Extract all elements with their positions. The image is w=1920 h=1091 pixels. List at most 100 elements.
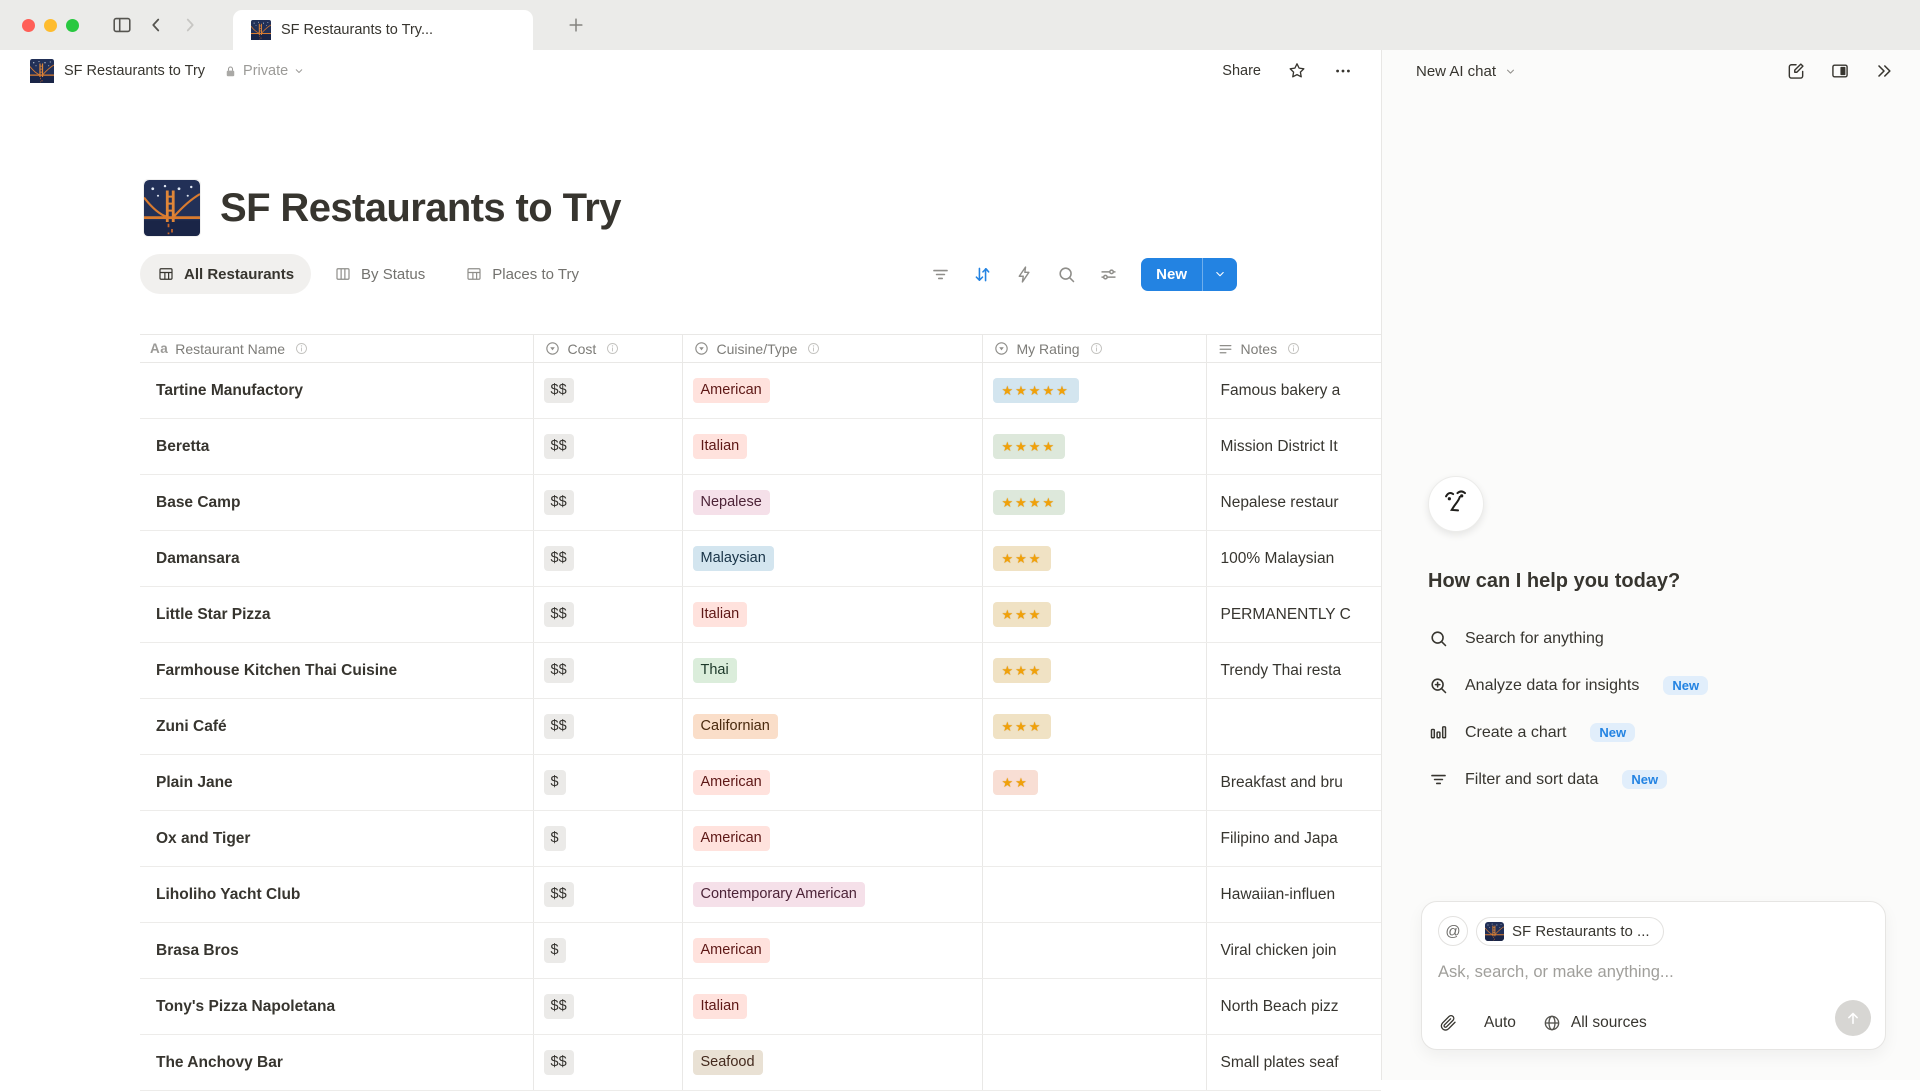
cell-notes[interactable]: Hawaiian-influen [1206, 866, 1381, 923]
cell-cost[interactable]: $$ [533, 362, 683, 419]
filter-icon[interactable] [923, 257, 957, 291]
zoom-window-button[interactable] [66, 18, 79, 32]
cell-cuisine[interactable]: Italian [682, 978, 983, 1035]
ai-composer[interactable]: @ SF Restaurants to ... Ask, search, or … [1421, 901, 1886, 1050]
search-icon[interactable] [1049, 257, 1083, 291]
close-window-button[interactable] [22, 18, 35, 32]
cell-restaurant-name[interactable]: Brasa Bros [140, 922, 534, 979]
view-tab-all-restaurants[interactable]: All Restaurants [140, 254, 312, 294]
cell-restaurant-name[interactable]: Base Camp [140, 474, 534, 531]
breadcrumb-title[interactable]: SF Restaurants to Try [64, 63, 206, 79]
cell-restaurant-name[interactable]: Zuni Café [140, 698, 534, 755]
cell-cost[interactable]: $ [533, 922, 683, 979]
cell-cuisine[interactable]: Nepalese [682, 474, 983, 531]
ai-chat-switcher[interactable]: New AI chat [1416, 63, 1517, 80]
browser-tab[interactable]: SF Restaurants to Try... [233, 10, 533, 50]
attach-paperclip-icon[interactable] [1438, 1013, 1458, 1033]
cell-cost[interactable]: $$ [533, 1034, 683, 1091]
cell-cost[interactable]: $$ [533, 866, 683, 923]
back-icon[interactable] [139, 8, 173, 42]
cell-cuisine[interactable]: Italian [682, 586, 983, 643]
cell-cost[interactable]: $$ [533, 474, 683, 531]
more-options-icon[interactable] [1333, 61, 1353, 81]
view-settings-icon[interactable] [1091, 257, 1125, 291]
cell-notes[interactable]: Nepalese restaur [1206, 474, 1381, 531]
cell-cuisine[interactable]: Thai [682, 642, 983, 699]
page-emoji-bridge[interactable] [144, 180, 200, 236]
cell-cuisine[interactable]: Seafood [682, 1034, 983, 1091]
forward-icon[interactable] [173, 8, 207, 42]
minimize-window-button[interactable] [44, 18, 57, 32]
cell-restaurant-name[interactable]: Little Star Pizza [140, 586, 534, 643]
sort-icon[interactable] [965, 257, 999, 291]
cell-cost[interactable]: $ [533, 754, 683, 811]
privacy-indicator[interactable]: Private [223, 63, 305, 79]
cell-restaurant-name[interactable]: Plain Jane [140, 754, 534, 811]
cell-my-rating[interactable]: ★★★ [982, 642, 1207, 699]
column-header-cost[interactable]: Cost [533, 334, 683, 363]
model-selector[interactable]: Auto [1484, 1014, 1516, 1032]
cell-my-rating[interactable]: ★★★ [982, 586, 1207, 643]
cell-restaurant-name[interactable]: Beretta [140, 418, 534, 475]
composer-input[interactable]: Ask, search, or make anything... [1438, 963, 1674, 981]
cell-cuisine[interactable]: Italian [682, 418, 983, 475]
cell-restaurant-name[interactable]: Farmhouse Kitchen Thai Cuisine [140, 642, 534, 699]
cell-cuisine[interactable]: American [682, 922, 983, 979]
page-title[interactable]: SF Restaurants to Try [220, 185, 621, 230]
new-tab-button[interactable] [559, 8, 593, 42]
cell-my-rating[interactable] [982, 922, 1207, 979]
cell-my-rating[interactable] [982, 978, 1207, 1035]
cell-restaurant-name[interactable]: Tony's Pizza Napoletana [140, 978, 534, 1035]
cell-notes[interactable]: Small plates seaf [1206, 1034, 1381, 1091]
cell-cost[interactable]: $ [533, 810, 683, 867]
ai-option-analyze-data-for-insights[interactable]: Analyze data for insights New [1428, 662, 1884, 709]
view-tab-places-to-try[interactable]: Places to Try [448, 254, 596, 294]
cell-restaurant-name[interactable]: The Anchovy Bar [140, 1034, 534, 1091]
cell-notes[interactable]: Mission District It [1206, 418, 1381, 475]
automations-bolt-icon[interactable] [1007, 257, 1041, 291]
cell-my-rating[interactable] [982, 810, 1207, 867]
ai-option-filter-and-sort-data[interactable]: Filter and sort data New [1428, 756, 1884, 803]
new-record-button[interactable]: New [1141, 257, 1237, 291]
column-header-restaurant-name[interactable]: Aa Restaurant Name [140, 334, 534, 363]
cell-my-rating[interactable]: ★★★ [982, 530, 1207, 587]
breadcrumb[interactable]: SF Restaurants to Try Private [30, 59, 305, 83]
ai-option-create-a-chart[interactable]: Create a chart New [1428, 709, 1884, 756]
cell-notes[interactable]: Famous bakery a [1206, 362, 1381, 419]
panel-layout-icon[interactable] [1830, 61, 1850, 81]
cell-notes[interactable]: 100% Malaysian [1206, 530, 1381, 587]
cell-notes[interactable]: Breakfast and bru [1206, 754, 1381, 811]
cell-cost[interactable]: $$ [533, 642, 683, 699]
cell-notes[interactable]: Viral chicken join [1206, 922, 1381, 979]
cell-cost[interactable]: $$ [533, 698, 683, 755]
cell-my-rating[interactable]: ★★ [982, 754, 1207, 811]
new-record-dropdown[interactable] [1202, 257, 1237, 291]
cell-cuisine[interactable]: Contemporary American [682, 866, 983, 923]
cell-my-rating[interactable] [982, 1034, 1207, 1091]
cell-cost[interactable]: $$ [533, 418, 683, 475]
send-button[interactable] [1835, 1000, 1871, 1036]
favorite-star-icon[interactable] [1287, 61, 1307, 81]
cell-notes[interactable]: PERMANENTLY C [1206, 586, 1381, 643]
column-header-notes[interactable]: Notes [1206, 334, 1381, 363]
cell-cost[interactable]: $$ [533, 978, 683, 1035]
cell-my-rating[interactable]: ★★★★ [982, 418, 1207, 475]
cell-cuisine[interactable]: American [682, 810, 983, 867]
share-button[interactable]: Share [1222, 63, 1261, 79]
cell-notes[interactable]: Trendy Thai resta [1206, 642, 1381, 699]
cell-notes[interactable] [1206, 698, 1381, 755]
cell-my-rating[interactable]: ★★★★★ [982, 362, 1207, 419]
cell-cost[interactable]: $$ [533, 586, 683, 643]
collapse-panel-icon[interactable] [1874, 61, 1894, 81]
cell-restaurant-name[interactable]: Liholiho Yacht Club [140, 866, 534, 923]
cell-restaurant-name[interactable]: Damansara [140, 530, 534, 587]
cell-notes[interactable]: North Beach pizz [1206, 978, 1381, 1035]
cell-my-rating[interactable] [982, 866, 1207, 923]
cell-restaurant-name[interactable]: Ox and Tiger [140, 810, 534, 867]
cell-cuisine[interactable]: American [682, 362, 983, 419]
mention-button[interactable]: @ [1438, 916, 1468, 946]
column-header-my-rating[interactable]: My Rating [982, 334, 1207, 363]
view-tab-by-status[interactable]: By Status [317, 254, 442, 294]
sources-selector[interactable]: All sources [1542, 1013, 1647, 1033]
column-header-cuisine-type[interactable]: Cuisine/Type [682, 334, 983, 363]
